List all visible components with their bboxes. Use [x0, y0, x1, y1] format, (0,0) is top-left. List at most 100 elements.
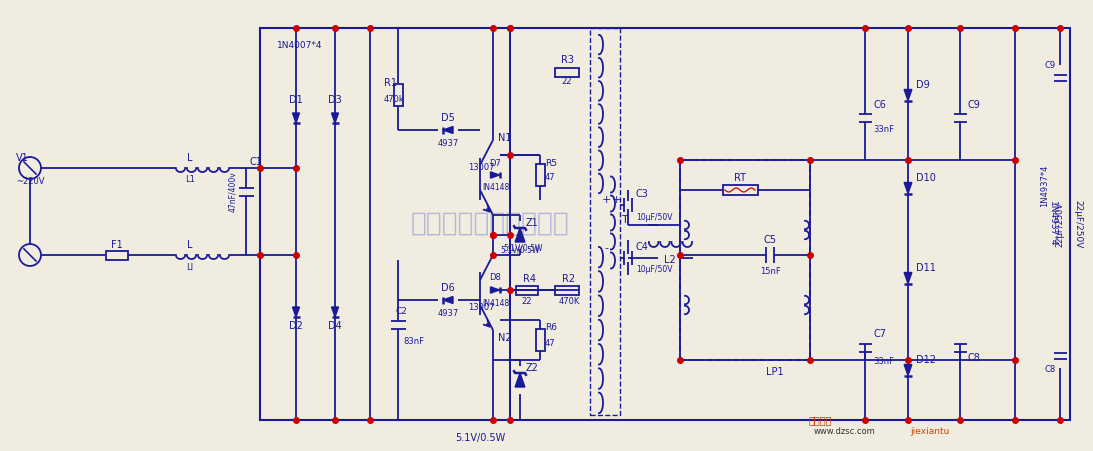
Text: 47nF/400v: 47nF/400v [228, 172, 237, 212]
Text: L2: L2 [665, 255, 675, 265]
Text: D9: D9 [916, 80, 930, 90]
Text: D6: D6 [442, 283, 455, 293]
Text: 33nF: 33nF [873, 125, 894, 134]
Bar [260, 28, 1070, 420]
Polygon shape [293, 307, 299, 317]
Text: 4937: 4937 [437, 139, 459, 148]
Text: 22: 22 [521, 296, 532, 305]
Text: C8: C8 [1045, 365, 1056, 374]
Polygon shape [331, 113, 339, 123]
Text: ~220V: ~220V [16, 176, 45, 185]
Text: 83nF: 83nF [403, 336, 424, 345]
Text: RT: RT [734, 173, 747, 183]
Text: 13007: 13007 [468, 303, 494, 312]
Polygon shape [904, 364, 912, 376]
Text: 15nF: 15nF [760, 267, 780, 276]
Text: C8: C8 [968, 353, 980, 363]
Text: Z2: Z2 [526, 363, 539, 373]
Text: D4: D4 [328, 321, 342, 331]
Text: 5.1V/0.5W: 5.1V/0.5W [503, 244, 543, 253]
Text: 5.1V/0.5W: 5.1V/0.5W [455, 433, 505, 443]
Text: 13007: 13007 [468, 164, 494, 172]
Text: 1N4937*4: 1N4937*4 [1041, 165, 1049, 207]
Text: F1: F1 [111, 240, 122, 250]
Polygon shape [293, 113, 299, 123]
Text: C6: C6 [873, 100, 885, 110]
Text: D11: D11 [916, 263, 936, 273]
Text: jiexiantu: jiexiantu [910, 428, 950, 437]
Text: C7: C7 [873, 329, 886, 339]
Text: 22: 22 [562, 78, 573, 87]
Text: 470k: 470k [384, 96, 404, 105]
Text: N1: N1 [498, 133, 512, 143]
Text: C4: C4 [636, 242, 649, 252]
Text: www.dzsc.com: www.dzsc.com [814, 428, 875, 437]
Bar [590, 28, 620, 415]
Text: D10: D10 [916, 173, 936, 183]
Text: 470K: 470K [559, 296, 579, 305]
Text: LP1: LP1 [766, 367, 784, 377]
Bar [393, 84, 402, 106]
Text: +: + [601, 195, 611, 205]
Polygon shape [515, 228, 525, 242]
Bar [680, 160, 810, 360]
Text: R6: R6 [545, 323, 557, 332]
Text: 10μF/50V: 10μF/50V [636, 212, 672, 221]
Polygon shape [443, 296, 453, 304]
Polygon shape [515, 373, 525, 387]
Text: L: L [187, 240, 192, 250]
Text: C5: C5 [764, 235, 776, 245]
Polygon shape [904, 272, 912, 284]
Bar [536, 164, 544, 186]
Text: R3: R3 [561, 55, 574, 65]
Text: N2: N2 [498, 333, 512, 343]
Text: 杭州将睹科技有限公司: 杭州将睹科技有限公司 [411, 211, 569, 237]
Bar [516, 285, 538, 295]
Text: C9: C9 [1045, 60, 1056, 69]
Text: D5: D5 [442, 113, 455, 123]
Text: -: - [604, 243, 608, 253]
Text: 22μF/250V: 22μF/250V [1073, 200, 1082, 248]
Text: C1: C1 [250, 157, 263, 167]
Text: C9: C9 [968, 100, 980, 110]
Text: D8: D8 [489, 273, 501, 282]
Text: 维库一卡: 维库一卡 [808, 415, 832, 425]
Text: R1: R1 [384, 78, 397, 88]
Bar [555, 68, 579, 77]
Text: C3: C3 [636, 189, 649, 199]
Text: V1: V1 [16, 153, 28, 163]
Text: D7: D7 [489, 158, 501, 167]
Text: C2: C2 [395, 307, 407, 316]
Bar [106, 250, 128, 259]
Text: D12: D12 [916, 355, 936, 365]
Text: Z1: Z1 [526, 218, 539, 228]
Text: 4937: 4937 [437, 309, 459, 318]
Polygon shape [443, 126, 453, 133]
Text: 10μF/50V: 10μF/50V [636, 266, 672, 275]
Text: IN4148: IN4148 [482, 184, 509, 193]
Text: IN4148: IN4148 [482, 299, 509, 308]
Text: 22μF/250V: 22μF/250V [1056, 202, 1065, 247]
Text: 33nF: 33nF [873, 358, 894, 367]
Bar [555, 285, 579, 295]
Text: T: T [622, 215, 628, 225]
Text: 47: 47 [545, 339, 555, 348]
Text: R4: R4 [522, 274, 536, 284]
Text: +: + [611, 195, 621, 205]
Text: R5: R5 [545, 158, 557, 167]
Text: R2: R2 [563, 274, 576, 284]
Text: 1N4007*4: 1N4007*4 [278, 41, 322, 51]
Text: L: L [187, 153, 192, 163]
Text: D1: D1 [290, 95, 303, 105]
Polygon shape [331, 307, 339, 317]
Text: LI: LI [187, 262, 193, 272]
Polygon shape [904, 89, 912, 101]
Text: D2: D2 [289, 321, 303, 331]
Polygon shape [491, 172, 500, 178]
Text: L1: L1 [185, 175, 195, 184]
Text: 47: 47 [545, 174, 555, 183]
Text: D3: D3 [328, 95, 342, 105]
Text: 5.1V/0.5W: 5.1V/0.5W [501, 245, 540, 254]
Polygon shape [491, 287, 500, 293]
Text: 1N4937*4: 1N4937*4 [1047, 201, 1057, 247]
